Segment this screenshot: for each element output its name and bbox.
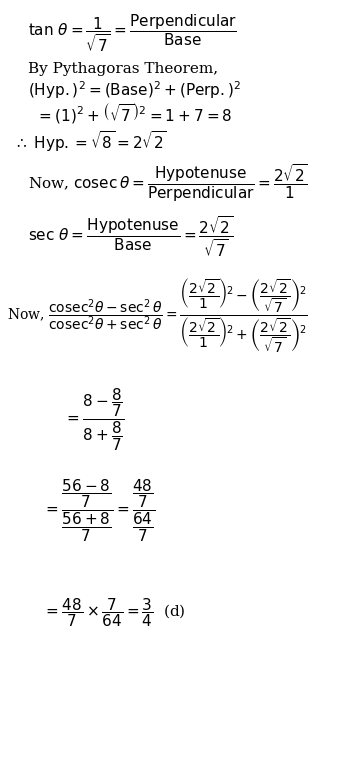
Text: $= \dfrac{48}{7} \times \dfrac{7}{64} = \dfrac{3}{4}$  (d): $= \dfrac{48}{7} \times \dfrac{7}{64} = … xyxy=(43,597,185,629)
Text: Now, $\dfrac{\mathrm{cosec}^2\theta - \sec^2\theta}{\mathrm{cosec}^2\theta + \se: Now, $\dfrac{\mathrm{cosec}^2\theta - \s… xyxy=(7,277,308,355)
Text: $(\mathrm{Hyp.})^2 = (\mathrm{Base})^2 + (\mathrm{Perp.})^2$: $(\mathrm{Hyp.})^2 = (\mathrm{Base})^2 +… xyxy=(28,79,242,101)
Text: $= (1)^2 + \left(\sqrt{7}\right)^2 = 1 + 7 = 8$: $= (1)^2 + \left(\sqrt{7}\right)^2 = 1 +… xyxy=(36,101,232,126)
Text: $\tan\,\theta = \dfrac{1}{\sqrt{7}} = \dfrac{\mathrm{Perpendicular}}{\mathrm{Bas: $\tan\,\theta = \dfrac{1}{\sqrt{7}} = \d… xyxy=(28,12,237,54)
Text: $\therefore\; \mathrm{Hyp.} = \sqrt{8} = 2\sqrt{2}$: $\therefore\; \mathrm{Hyp.} = \sqrt{8} =… xyxy=(14,130,167,154)
Text: $= \dfrac{8 - \dfrac{8}{7}}{8 + \dfrac{8}{7}}$: $= \dfrac{8 - \dfrac{8}{7}}{8 + \dfrac{8… xyxy=(64,387,125,453)
Text: Now, $\mathrm{cosec}\,\theta = \dfrac{\mathrm{Hypotenuse}}{\mathrm{Perpendicular: Now, $\mathrm{cosec}\,\theta = \dfrac{\m… xyxy=(28,163,308,204)
Text: $\sec\,\theta = \dfrac{\mathrm{Hypotenuse}}{\mathrm{Base}} = \dfrac{2\sqrt{2}}{\: $\sec\,\theta = \dfrac{\mathrm{Hypotenus… xyxy=(28,214,234,259)
Text: $= \dfrac{\dfrac{56-8}{7}}{\dfrac{56+8}{7}} = \dfrac{\dfrac{48}{7}}{\dfrac{64}{7: $= \dfrac{\dfrac{56-8}{7}}{\dfrac{56+8}{… xyxy=(43,477,155,544)
Text: By Pythagoras Theorem,: By Pythagoras Theorem, xyxy=(28,62,219,76)
